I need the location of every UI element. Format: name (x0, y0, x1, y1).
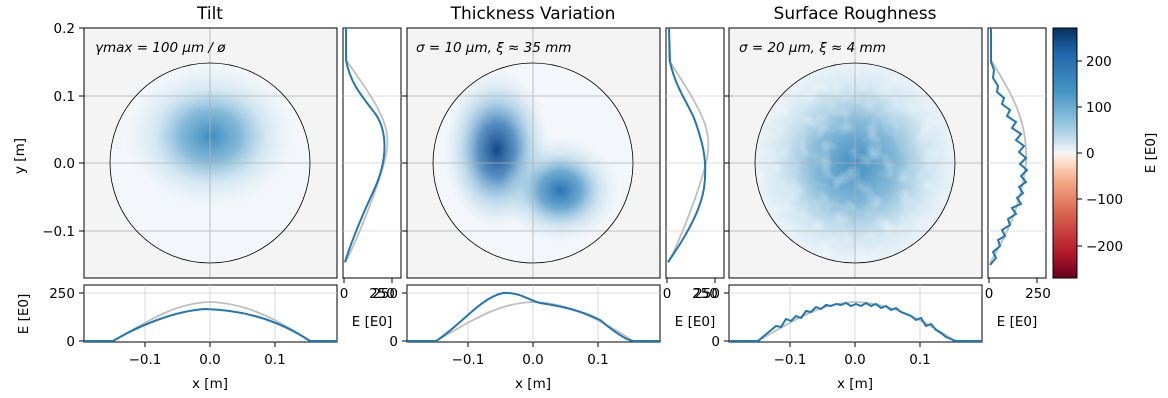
x-tick-label: 0.1 (264, 352, 285, 368)
e-tick-label: 250 (369, 286, 395, 302)
y-tick-label: −0.1 (42, 224, 75, 240)
panel-title: Tilt (196, 4, 223, 24)
profile-line (729, 301, 982, 342)
annotation-text: γmax = 100 μm / ø (95, 40, 226, 56)
e-tick-label: 0 (66, 334, 75, 350)
panel-thickness-variation: Thickness Variation σ = 10 μm, ξ ≈ 35 mm (372, 4, 725, 392)
heatmap-main: σ = 10 μm, ξ ≈ 35 mm (402, 27, 661, 279)
colorbar-tick-label: −100 (1086, 192, 1123, 208)
heatmap-main: γmax = 100 μm / ø (83, 27, 338, 279)
e-tick-label: 0 (389, 334, 398, 350)
x-tick-label: −0.1 (452, 352, 485, 368)
e-tick-label: 0 (663, 286, 672, 302)
colorbar-tick-label: 0 (1086, 146, 1095, 162)
colorbar-tick-label: 100 (1086, 100, 1112, 116)
x-tick-label: 0.0 (522, 352, 543, 368)
e-tick-label: 250 (694, 286, 720, 302)
x-tick-label: 0.0 (199, 352, 220, 368)
reference-line (667, 28, 710, 264)
e-axis-label: E [E0] (675, 314, 715, 330)
aperture-circle (754, 62, 956, 264)
y-profile-axes: 0 250 E [E0] (340, 27, 402, 330)
aperture-circle (109, 62, 311, 264)
panel-surface-roughness: Surface Roughness σ = 20 μm, ξ ≈ 4 mm (694, 4, 1051, 392)
e-axis-label: E [E0] (997, 314, 1037, 330)
reference-line (344, 28, 389, 264)
colorbar: 200 100 0 −100 −200 E [E0] (1052, 27, 1159, 279)
x-tick-label: −0.1 (774, 352, 807, 368)
e-tick-label: 0 (340, 286, 349, 302)
e-tick-label: 0 (711, 334, 720, 350)
profile-line (84, 307, 337, 342)
colorbar-tick-label: 200 (1086, 54, 1112, 70)
intensity-blob (123, 63, 298, 210)
x-tick-label: 0.1 (909, 352, 930, 368)
y-tick-label: 0.2 (54, 21, 75, 37)
x-axis-label: x [m] (515, 376, 551, 392)
x-axis-label: x [m] (837, 376, 873, 392)
e-tick-label: 250 (372, 286, 398, 302)
x-profile-axes: 250 0 −0.1 0.0 0.1 x [m] (694, 284, 983, 392)
reference-line (84, 301, 337, 342)
x-tick-label: −0.1 (129, 352, 162, 368)
colorbar-label: E [E0] (1143, 133, 1159, 173)
e-tick-label: 250 (692, 286, 718, 302)
y-axis-label: y [m] (12, 138, 28, 174)
e-tick-label: 250 (49, 286, 75, 302)
aperture-circle (432, 62, 634, 264)
annotation-text: σ = 20 μm, ξ ≈ 4 mm (739, 40, 886, 56)
x-tick-label: 0.1 (587, 352, 608, 368)
reference-line (729, 301, 982, 342)
reference-line (989, 28, 1028, 264)
colorbar-gradient (1052, 27, 1078, 279)
x-axis-label: x [m] (192, 376, 228, 392)
colorbar-tick-label: −200 (1086, 239, 1123, 255)
profile-line (667, 27, 707, 263)
profile-line (344, 28, 386, 263)
y-axis: 0.2 0.1 0.0 −0.1 y [m] (12, 21, 84, 240)
e-axis-label: E [E0] (352, 314, 392, 330)
x-tick-label: 0.0 (844, 352, 865, 368)
profile-line (989, 28, 1029, 266)
y-profile-axes: 0 250 E [E0] (985, 27, 1051, 330)
panel-tilt: Tilt γmax = 100 μm / ø 0.2 0.1 0.0 −0.1 … (12, 4, 402, 392)
panel-title: Surface Roughness (774, 4, 937, 24)
e-axis-label: E [E0] (16, 294, 32, 334)
y-tick-label: 0.1 (54, 89, 75, 105)
e-tick-label: 0 (985, 286, 994, 302)
annotation-text: σ = 10 μm, ξ ≈ 35 mm (416, 40, 571, 56)
e-tick-label: 250 (1025, 286, 1051, 302)
y-profile-axes: 0 250 E [E0] (663, 27, 725, 330)
intensity-blob (500, 136, 621, 244)
x-profile-axes: 250 0 E [E0] −0.1 0.0 0.1 x [m] (16, 284, 338, 392)
heatmap-main: σ = 20 μm, ξ ≈ 4 mm (724, 27, 983, 279)
y-tick-label: 0.0 (54, 156, 75, 172)
x-profile-axes: 250 0 −0.1 0.0 0.1 x [m] (372, 284, 661, 392)
profile-line (407, 291, 660, 342)
panel-title: Thickness Variation (450, 4, 616, 24)
